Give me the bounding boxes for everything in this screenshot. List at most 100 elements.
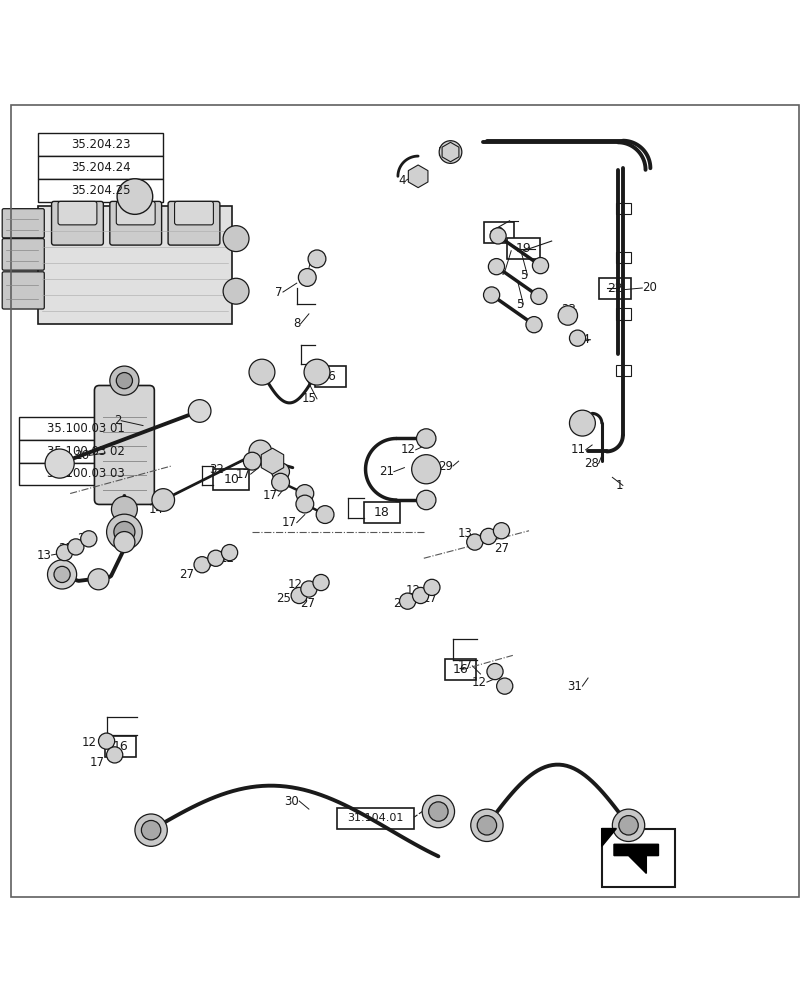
- Circle shape: [480, 528, 496, 545]
- Text: 27: 27: [494, 542, 509, 555]
- Circle shape: [290, 587, 307, 604]
- Polygon shape: [408, 165, 427, 188]
- FancyBboxPatch shape: [58, 201, 97, 225]
- Text: 4: 4: [496, 265, 504, 278]
- Bar: [38, 156, 163, 179]
- Circle shape: [569, 330, 585, 346]
- Text: 26: 26: [74, 449, 88, 462]
- Text: 20: 20: [642, 281, 656, 294]
- Text: 30: 30: [284, 795, 298, 808]
- FancyBboxPatch shape: [174, 201, 213, 225]
- Text: 6: 6: [326, 370, 334, 383]
- Circle shape: [489, 228, 505, 244]
- Circle shape: [307, 250, 325, 268]
- Text: 5: 5: [519, 269, 526, 282]
- Bar: [363, 502, 399, 523]
- Text: 27: 27: [77, 532, 92, 545]
- Circle shape: [249, 359, 275, 385]
- FancyBboxPatch shape: [109, 201, 161, 245]
- Text: 17: 17: [90, 756, 105, 769]
- Circle shape: [300, 581, 316, 597]
- Circle shape: [114, 521, 135, 542]
- Circle shape: [526, 317, 542, 333]
- Bar: [598, 278, 630, 299]
- Text: 12: 12: [287, 578, 302, 591]
- Polygon shape: [613, 844, 658, 873]
- Text: 13: 13: [457, 527, 472, 540]
- Circle shape: [611, 809, 644, 841]
- Bar: [38, 179, 163, 202]
- Circle shape: [135, 814, 167, 846]
- Text: 17: 17: [281, 516, 296, 529]
- Circle shape: [243, 452, 261, 470]
- Circle shape: [188, 400, 211, 422]
- Circle shape: [487, 663, 503, 680]
- Polygon shape: [261, 448, 283, 474]
- Text: 8: 8: [293, 317, 300, 330]
- Text: 22: 22: [606, 282, 622, 295]
- Circle shape: [106, 747, 122, 763]
- Circle shape: [303, 359, 329, 385]
- Text: 12: 12: [405, 584, 420, 597]
- Text: 1: 1: [615, 479, 622, 492]
- Bar: [483, 222, 514, 243]
- Circle shape: [152, 489, 174, 511]
- Circle shape: [477, 816, 496, 835]
- Bar: [19, 440, 152, 463]
- Bar: [444, 659, 475, 680]
- Text: 27: 27: [300, 597, 315, 610]
- Circle shape: [295, 485, 313, 502]
- Circle shape: [423, 579, 440, 595]
- Bar: [315, 366, 345, 387]
- Text: 7: 7: [275, 286, 283, 299]
- Circle shape: [249, 440, 272, 463]
- Text: 15: 15: [302, 392, 316, 405]
- Text: 12: 12: [219, 552, 234, 565]
- Bar: [38, 133, 163, 156]
- Text: 2: 2: [114, 414, 121, 427]
- Text: 12: 12: [82, 736, 97, 749]
- Circle shape: [399, 593, 415, 609]
- Circle shape: [532, 258, 548, 274]
- Bar: [213, 469, 249, 490]
- Circle shape: [111, 496, 137, 522]
- Circle shape: [272, 463, 289, 481]
- Text: 35.204.25: 35.204.25: [71, 184, 130, 197]
- Text: 28: 28: [583, 457, 598, 470]
- Text: 17: 17: [263, 489, 278, 502]
- Circle shape: [416, 490, 436, 510]
- Circle shape: [315, 506, 333, 523]
- Bar: [19, 463, 152, 485]
- Text: 25: 25: [393, 597, 407, 610]
- Text: 29: 29: [437, 460, 453, 473]
- FancyBboxPatch shape: [51, 201, 103, 245]
- Text: 25: 25: [276, 592, 290, 605]
- Circle shape: [114, 532, 135, 553]
- Circle shape: [208, 550, 224, 566]
- Text: 35.204.23: 35.204.23: [71, 138, 130, 151]
- Circle shape: [618, 816, 637, 835]
- Circle shape: [470, 809, 503, 841]
- Circle shape: [109, 366, 139, 395]
- Text: 10: 10: [223, 473, 239, 486]
- Circle shape: [117, 179, 152, 214]
- Circle shape: [422, 795, 454, 828]
- Bar: [616, 308, 630, 320]
- Text: 25: 25: [478, 532, 493, 545]
- Text: 25: 25: [58, 542, 72, 555]
- Circle shape: [221, 545, 238, 561]
- Circle shape: [295, 495, 313, 513]
- Circle shape: [116, 373, 132, 389]
- FancyBboxPatch shape: [2, 239, 45, 270]
- Text: 12: 12: [400, 443, 415, 456]
- Circle shape: [411, 455, 440, 484]
- Circle shape: [106, 514, 142, 550]
- Text: 4: 4: [398, 174, 406, 187]
- FancyBboxPatch shape: [116, 201, 155, 225]
- Circle shape: [487, 259, 504, 275]
- Text: 35.204.24: 35.204.24: [71, 161, 131, 174]
- Polygon shape: [441, 142, 458, 162]
- Circle shape: [557, 306, 577, 325]
- Bar: [616, 203, 630, 214]
- Text: 13: 13: [36, 549, 51, 562]
